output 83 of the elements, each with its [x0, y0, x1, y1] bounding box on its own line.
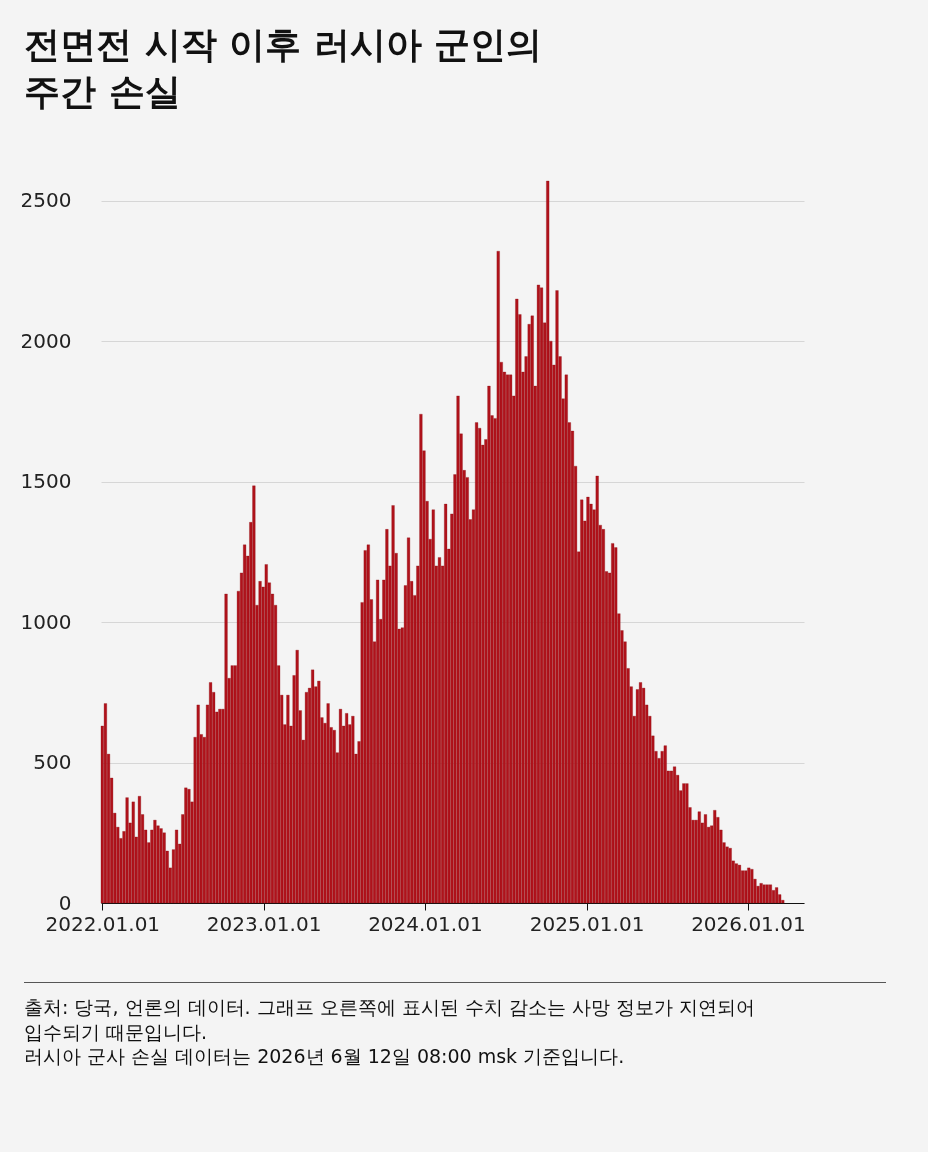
bar [580, 499, 584, 904]
bar [444, 503, 448, 904]
y-tick-label: 2500 [20, 188, 72, 213]
bar [496, 251, 500, 904]
bar [768, 884, 772, 904]
bar [713, 810, 717, 904]
bar [747, 867, 751, 904]
bar [506, 374, 510, 904]
bar [184, 787, 188, 904]
bar [243, 544, 247, 904]
bar [515, 298, 519, 904]
bar [431, 509, 435, 904]
bar [376, 579, 380, 904]
y-tick-label: 500 [33, 750, 72, 775]
bar [345, 713, 349, 904]
bar [218, 709, 222, 904]
bar [264, 564, 268, 904]
bar [286, 694, 290, 904]
bar [530, 315, 534, 904]
bar [230, 665, 234, 904]
source-note: 출처: 당국, 언론의 데이터. 그래프 오른쪽에 표시된 수치 감소는 사망 정보가 지연되어 입수되기 때문입니다. [24, 995, 756, 1045]
bar [555, 290, 559, 904]
bar [728, 848, 732, 904]
bar [103, 703, 107, 904]
bar [159, 828, 163, 904]
bar [697, 811, 701, 904]
bar [258, 581, 262, 904]
bar [546, 180, 550, 904]
bar [419, 414, 423, 904]
bar [224, 593, 228, 904]
bar [703, 814, 707, 904]
y-tick-label: 2000 [20, 328, 72, 353]
bar [209, 682, 213, 904]
bar [744, 870, 748, 904]
bar [131, 801, 135, 904]
bar [734, 863, 738, 904]
bar [295, 650, 299, 904]
bar [391, 505, 395, 904]
bar [775, 887, 779, 904]
bar [317, 680, 321, 904]
bar [187, 789, 191, 904]
bar [762, 884, 766, 904]
bar [252, 485, 256, 904]
x-tick-label: 2023.01.01 [206, 911, 322, 936]
bar [725, 846, 729, 904]
y-tick-label: 1000 [20, 609, 72, 634]
bar [175, 829, 179, 904]
bar [586, 496, 590, 904]
bar [564, 374, 568, 904]
bar [639, 682, 643, 904]
bar [611, 543, 615, 904]
x-tick-label: 2025.01.01 [529, 911, 645, 936]
bar [326, 703, 330, 904]
text: 러시아 군사 손실 데이터는 2026년 6월 12일 08:00 msk 기준입니다. [24, 1044, 626, 1070]
bar [682, 783, 686, 904]
chart-title: 전면전 시작 이후 러시아 군인의 주간 손실 [23, 23, 544, 114]
bar [595, 475, 599, 904]
bar [456, 395, 460, 904]
x-tick-label: 2024.01.01 [368, 911, 483, 936]
bar [407, 537, 411, 904]
bar [673, 766, 677, 904]
bar [475, 422, 479, 904]
bar [437, 557, 441, 904]
bar [759, 883, 763, 904]
bar [487, 385, 491, 904]
bar [669, 770, 673, 904]
bar [536, 284, 540, 904]
bar [311, 669, 315, 904]
bar [614, 547, 618, 904]
bar [385, 529, 389, 904]
bar [351, 716, 355, 904]
bar [196, 704, 200, 904]
bar [137, 796, 141, 904]
bar [153, 819, 157, 904]
bar [509, 374, 513, 904]
x-tick-label: 2026.01.01 [691, 911, 806, 936]
bar [540, 287, 544, 904]
bar [663, 745, 667, 904]
bar [125, 797, 129, 904]
bar [366, 544, 370, 904]
y-tick-label: 1500 [20, 469, 72, 494]
bar [685, 783, 689, 904]
bar [162, 832, 166, 904]
